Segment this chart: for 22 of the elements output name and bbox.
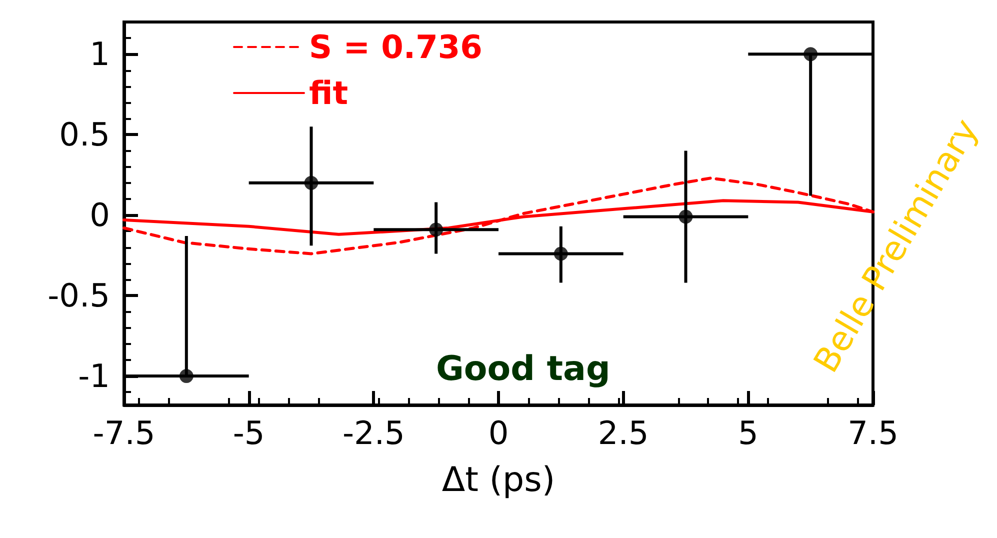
x-tick-label: -2.5 [342,414,405,452]
y-tick-label: 0.5 [59,116,110,154]
point [804,47,818,62]
point [179,369,194,384]
x-axis-title: Δt (ps) [442,460,556,500]
x-tick-label: 0 [488,414,509,452]
point [429,222,444,237]
point [554,246,568,261]
point [678,210,693,224]
x-tick-label: 2.5 [598,414,649,452]
annotation: Good tag [436,349,610,389]
legend-label: S = 0.736 [309,28,482,66]
legend-label: fit [309,74,348,112]
x-tick-label: -7.5 [92,414,156,452]
point [304,176,318,190]
y-tick-label: 1 [90,35,110,74]
y-tick-label: -1 [78,357,110,396]
y-tick-label: 0 [90,196,110,234]
y-tick-label: -0.5 [48,276,110,315]
x-tick-label: 5 [738,414,758,452]
x-tick-label: -5 [232,414,265,452]
x-tick-label: 7.5 [848,414,898,452]
